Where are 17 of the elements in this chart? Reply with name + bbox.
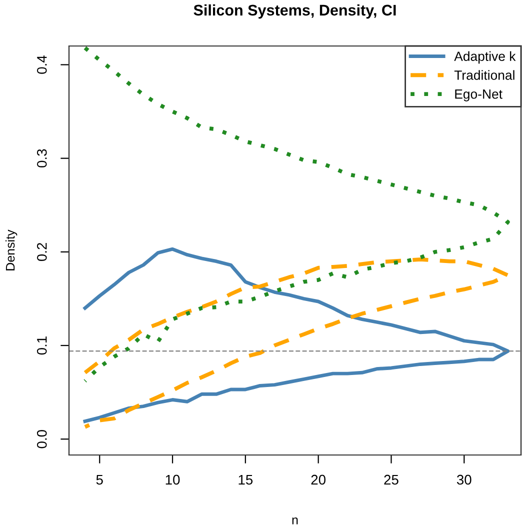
y-tick-label: 0.2 [36, 242, 47, 262]
x-tick-label: 5 [96, 474, 103, 485]
legend-label: Traditional [454, 70, 514, 80]
x-tick-label: 30 [456, 474, 472, 485]
x-tick-label: 10 [166, 474, 180, 485]
legend-label: Adaptive k [454, 51, 516, 64]
x-tick-label: 25 [384, 474, 398, 485]
y-tick-label: 0.4 [36, 55, 47, 74]
legend-label: Ego-Net [455, 90, 502, 102]
x-tick-label: 15 [238, 474, 253, 485]
y-tick-label: 0.1 [36, 336, 47, 355]
y-tick-label: 0.3 [36, 149, 47, 168]
chart-title: Silicon Systems, Density, CI [194, 4, 396, 19]
y-tick-label: 0.0 [36, 430, 47, 448]
y-axis-title: Density [6, 230, 18, 270]
x-axis-title: n [292, 518, 298, 524]
x-tick-label: 20 [311, 474, 326, 485]
